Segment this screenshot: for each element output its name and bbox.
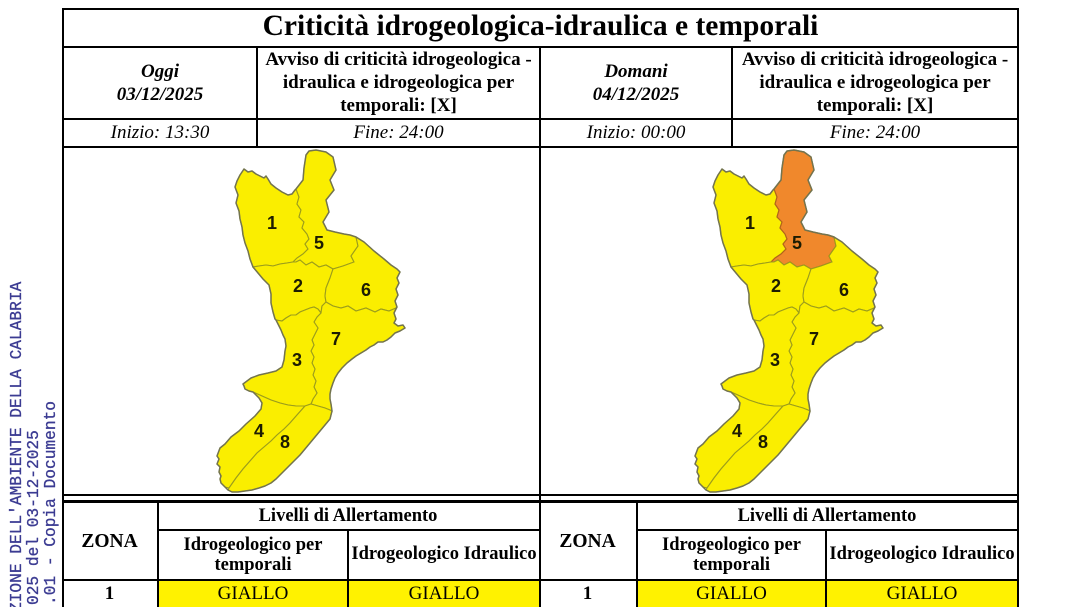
svg-text:4: 4 [254,421,264,441]
svg-text:7: 7 [809,329,819,349]
svg-text:5: 5 [792,233,802,253]
svg-text:2: 2 [771,276,781,296]
svg-text:6: 6 [361,280,371,300]
svg-text:8: 8 [280,432,290,452]
svg-text:3: 3 [292,350,302,370]
svg-text:2: 2 [293,276,303,296]
svg-text:8: 8 [758,432,768,452]
svg-text:3: 3 [770,350,780,370]
svg-text:7: 7 [331,329,341,349]
svg-text:5: 5 [314,233,324,253]
svg-text:1: 1 [745,213,755,233]
svg-text:6: 6 [839,280,849,300]
svg-text:4: 4 [732,421,742,441]
svg-text:1: 1 [267,213,277,233]
